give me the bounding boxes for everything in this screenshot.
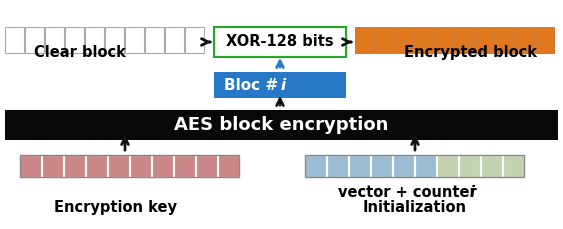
Bar <box>165 27 184 53</box>
Bar <box>305 155 524 177</box>
Bar <box>481 155 502 177</box>
Text: Bloc #: Bloc # <box>224 77 278 93</box>
Bar <box>25 27 44 53</box>
Bar <box>515 27 534 53</box>
Bar <box>437 155 458 177</box>
Bar <box>5 27 24 53</box>
Text: i: i <box>281 77 286 93</box>
Bar <box>327 155 348 177</box>
Bar <box>371 155 392 177</box>
Bar <box>85 27 104 53</box>
Bar <box>64 155 85 177</box>
Bar <box>20 155 239 177</box>
Bar <box>393 155 414 177</box>
Text: XOR-128 bits: XOR-128 bits <box>226 35 334 49</box>
Bar <box>20 155 41 177</box>
Text: AES block encryption: AES block encryption <box>175 116 388 134</box>
Bar <box>475 27 494 53</box>
Bar <box>395 27 414 53</box>
Bar <box>305 155 326 177</box>
Text: Encrypted block: Encrypted block <box>404 45 537 60</box>
Bar <box>42 155 63 177</box>
Bar <box>415 155 436 177</box>
Bar <box>214 72 346 98</box>
Bar <box>218 155 239 177</box>
Bar <box>355 27 374 53</box>
Bar <box>435 27 454 53</box>
Bar <box>145 27 164 53</box>
Bar <box>455 27 474 53</box>
Bar <box>174 155 195 177</box>
Bar <box>130 155 151 177</box>
Bar <box>185 27 204 53</box>
Text: vector + counter: vector + counter <box>338 185 482 200</box>
Text: i: i <box>470 185 475 200</box>
Text: Clear block: Clear block <box>34 45 126 60</box>
Bar <box>535 27 554 53</box>
Bar <box>105 27 124 53</box>
Bar <box>45 27 64 53</box>
Bar <box>375 27 394 53</box>
Bar <box>196 155 217 177</box>
Bar <box>65 27 84 53</box>
Bar <box>86 155 107 177</box>
Text: Encryption key: Encryption key <box>53 200 176 215</box>
Bar <box>349 155 370 177</box>
Bar <box>5 110 558 140</box>
Bar <box>125 27 144 53</box>
Bar <box>415 27 434 53</box>
Bar <box>152 155 173 177</box>
Bar <box>214 27 346 57</box>
Text: Initialization: Initialization <box>363 200 467 215</box>
Bar <box>459 155 480 177</box>
Bar <box>495 27 514 53</box>
Bar <box>503 155 524 177</box>
Bar <box>108 155 129 177</box>
